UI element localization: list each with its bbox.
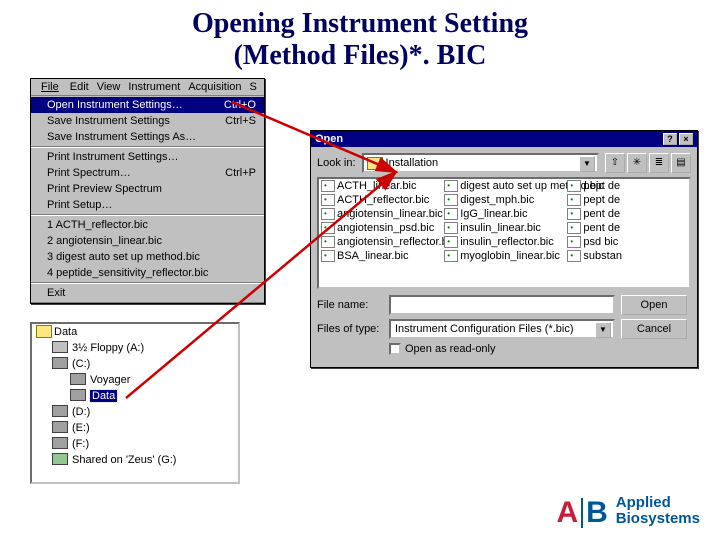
lookin-value: Installation <box>386 157 439 169</box>
file-item[interactable]: BSA_linear.bic <box>319 249 442 263</box>
menu-item[interactable]: Print Preview Spectrum <box>31 181 264 197</box>
menu-acquisition[interactable]: Acquisition <box>185 81 244 93</box>
title-line2: (Method Files)*. BIC <box>0 40 720 72</box>
file-item[interactable]: insulin_linear.bic <box>442 221 565 235</box>
file-item[interactable]: pept de <box>565 193 688 207</box>
drive-item[interactable]: Shared on 'Zeus' (G:) <box>50 452 238 468</box>
new-folder-icon[interactable]: ✳ <box>627 153 647 173</box>
open-button[interactable]: Open <box>621 295 687 315</box>
drive-item[interactable]: Voyager <box>68 372 238 388</box>
menu-item-label: Open Instrument Settings… <box>47 98 183 112</box>
readonly-checkbox[interactable] <box>389 343 401 355</box>
lookin-combo[interactable]: Installation <box>362 153 599 173</box>
menu-bar: File Edit View Instrument Acquisition S <box>31 79 264 96</box>
file-item[interactable]: substan <box>565 249 688 263</box>
drive-tree-root[interactable]: Data <box>32 324 238 340</box>
file-item[interactable]: ACTH_linear.bic <box>319 179 442 193</box>
file-item[interactable]: IgG_linear.bic <box>442 207 565 221</box>
file-item[interactable]: angiotensin_psd.bic <box>319 221 442 235</box>
slide-title: Opening Instrument Setting (Method Files… <box>0 8 720 72</box>
cancel-button[interactable]: Cancel <box>621 319 687 339</box>
menu-file[interactable]: File <box>35 81 65 93</box>
drive-item[interactable]: (D:) <box>50 404 238 420</box>
menu-item-label: Print Spectrum… <box>47 166 131 180</box>
file-item[interactable]: ACTH_reflector.bic <box>319 193 442 207</box>
menu-item[interactable]: 4 peptide_sensitivity_reflector.bic <box>31 265 264 281</box>
menu-item-label: Print Instrument Settings… <box>47 150 178 164</box>
title-line1: Opening Instrument Setting <box>0 8 720 40</box>
menu-item-accel: Ctrl+S <box>225 114 256 128</box>
menu-item[interactable]: 1 ACTH_reflector.bic <box>31 217 264 233</box>
file-item[interactable]: psd bic <box>565 235 688 249</box>
lookin-label: Look in: <box>317 157 356 169</box>
file-item[interactable]: digest_mph.bic <box>442 193 565 207</box>
menu-item[interactable]: Open Instrument Settings… Ctrl+O <box>31 97 264 113</box>
menu-item-label: 4 peptide_sensitivity_reflector.bic <box>47 266 208 280</box>
menu-item[interactable]: Print Setup… <box>31 197 264 213</box>
dialog-title: Open <box>315 133 343 145</box>
drive-item[interactable]: (C:) <box>50 356 238 372</box>
menu-item-label: Print Setup… <box>47 198 112 212</box>
help-button[interactable]: ? <box>663 133 677 145</box>
dialog-toolbar: ⇧ ✳ ≣ ▤ <box>605 153 691 173</box>
menu-item-label: Exit <box>47 286 65 300</box>
menu-item[interactable]: 3 digest auto set up method.bic <box>31 249 264 265</box>
menu-item[interactable]: Save Instrument Settings Ctrl+S <box>31 113 264 129</box>
menu-item-label: 3 digest auto set up method.bic <box>47 250 200 264</box>
file-item[interactable]: insulin_reflector.bic <box>442 235 565 249</box>
file-item[interactable]: pept de <box>565 179 688 193</box>
menu-edit[interactable]: Edit <box>67 81 92 93</box>
drive-item[interactable]: (F:) <box>50 436 238 452</box>
dialog-titlebar: Open ? × <box>311 131 697 147</box>
up-one-level-icon[interactable]: ⇧ <box>605 153 625 173</box>
logo-mark: A B <box>556 494 607 528</box>
file-item[interactable]: pent de <box>565 221 688 235</box>
logo-text: Applied Biosystems <box>616 495 700 527</box>
menu-item[interactable]: Save Instrument Settings As… <box>31 129 264 145</box>
file-item[interactable]: angiotensin_linear.bic <box>319 207 442 221</box>
menu-item[interactable]: Print Instrument Settings… <box>31 149 264 165</box>
menu-item-label: 2 angiotensin_linear.bic <box>47 234 162 248</box>
drive-item[interactable]: (E:) <box>50 420 238 436</box>
menu-item[interactable]: 2 angiotensin_linear.bic <box>31 233 264 249</box>
menu-clipped[interactable]: S <box>247 81 260 93</box>
close-button[interactable]: × <box>679 133 693 145</box>
file-menu-panel: File Edit View Instrument Acquisition S … <box>30 78 265 304</box>
applied-biosystems-logo: A B Applied Biosystems <box>556 494 700 528</box>
menu-item-label: Save Instrument Settings <box>47 114 170 128</box>
open-dialog: Open ? × Look in: Installation ⇧ ✳ ≣ ▤ A… <box>310 130 698 368</box>
menu-item[interactable]: Print Spectrum… Ctrl+P <box>31 165 264 181</box>
file-item[interactable]: myoglobin_linear.bic <box>442 249 565 263</box>
list-view-icon[interactable]: ≣ <box>649 153 669 173</box>
filename-label: File name: <box>317 299 383 311</box>
file-item[interactable]: pent de <box>565 207 688 221</box>
filetype-label: Files of type: <box>317 323 383 335</box>
menu-item-label: Print Preview Spectrum <box>47 182 162 196</box>
file-item[interactable]: digest auto set up method.bic <box>442 179 565 193</box>
file-list-area[interactable]: ACTH_linear.bicACTH_reflector.bicangiote… <box>317 177 691 289</box>
filetype-combo[interactable]: Instrument Configuration Files (*.bic) <box>389 319 615 339</box>
menu-item-label: Save Instrument Settings As… <box>47 130 196 144</box>
details-view-icon[interactable]: ▤ <box>671 153 691 173</box>
menu-item-label: 1 ACTH_reflector.bic <box>47 218 148 232</box>
menu-item-accel: Ctrl+P <box>225 166 256 180</box>
menu-instrument[interactable]: Instrument <box>125 81 183 93</box>
menu-item[interactable]: Exit <box>31 285 264 301</box>
drive-item[interactable]: Data <box>68 388 238 404</box>
filename-input[interactable] <box>389 295 615 315</box>
menu-view[interactable]: View <box>94 81 124 93</box>
drive-tree-panel: Data 3½ Floppy (A:)(C:)VoyagerData(D:)(E… <box>30 322 240 484</box>
readonly-label: Open as read-only <box>405 343 496 355</box>
file-item[interactable]: angiotensin_reflector.bic <box>319 235 442 249</box>
drive-item[interactable]: 3½ Floppy (A:) <box>50 340 238 356</box>
menu-item-accel: Ctrl+O <box>224 98 256 112</box>
